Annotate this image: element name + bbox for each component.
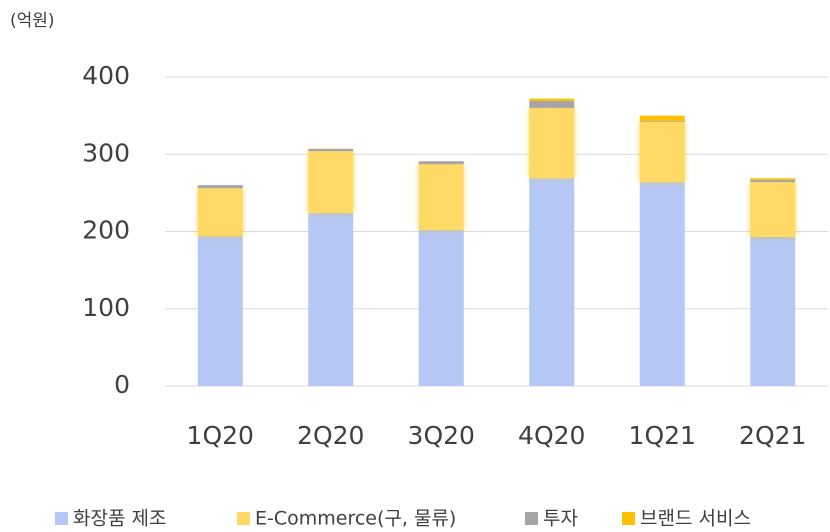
- bar-segment: [197, 236, 243, 386]
- bar-segment: [529, 100, 575, 108]
- bar-segment: [529, 178, 575, 386]
- x-tick-label: 4Q20: [518, 421, 585, 450]
- legend-swatch: [55, 512, 68, 525]
- bar-segment: [639, 121, 685, 122]
- bar-segment: [639, 115, 685, 122]
- y-tick-label: 300: [82, 138, 130, 167]
- bar-segment: [639, 121, 685, 183]
- bar-segment: [418, 161, 464, 165]
- y-tick-label: 100: [82, 293, 130, 322]
- x-tick-label: 1Q21: [629, 421, 696, 450]
- legend-swatch: [237, 512, 250, 525]
- legend-label: 브랜드 서비스: [640, 508, 751, 530]
- bar-segment: [418, 229, 464, 386]
- legend-label: 투자: [543, 508, 578, 530]
- x-tick-label: 2Q20: [297, 421, 364, 450]
- legend-label: 화장품 제조: [73, 508, 166, 530]
- bar-segment: [308, 151, 354, 213]
- bar-segment: [529, 98, 575, 101]
- bar-segment: [750, 179, 796, 183]
- bar-segment: [750, 236, 796, 386]
- y-tick-label: 400: [82, 61, 130, 90]
- bar-segment: [750, 182, 796, 237]
- bar-segment: [197, 188, 243, 237]
- bar-segment: [308, 212, 354, 386]
- y-tick-label: 0: [114, 370, 130, 399]
- bar-segment: [418, 164, 464, 230]
- bar-segment: [639, 182, 685, 386]
- x-tick-label: 3Q20: [408, 421, 475, 450]
- legend-swatch: [622, 512, 635, 525]
- unit-label: (억원): [10, 11, 55, 31]
- x-tick-label: 1Q20: [187, 421, 254, 450]
- legend-swatch: [525, 512, 538, 525]
- x-tick-label: 2Q21: [739, 421, 806, 450]
- bar-segment: [529, 107, 575, 179]
- legend-label: E-Commerce(구, 물류): [255, 508, 456, 530]
- bar-segment: [197, 185, 243, 189]
- bar-segment: [308, 148, 354, 152]
- bar-segment: [750, 178, 796, 180]
- y-tick-label: 200: [82, 216, 130, 245]
